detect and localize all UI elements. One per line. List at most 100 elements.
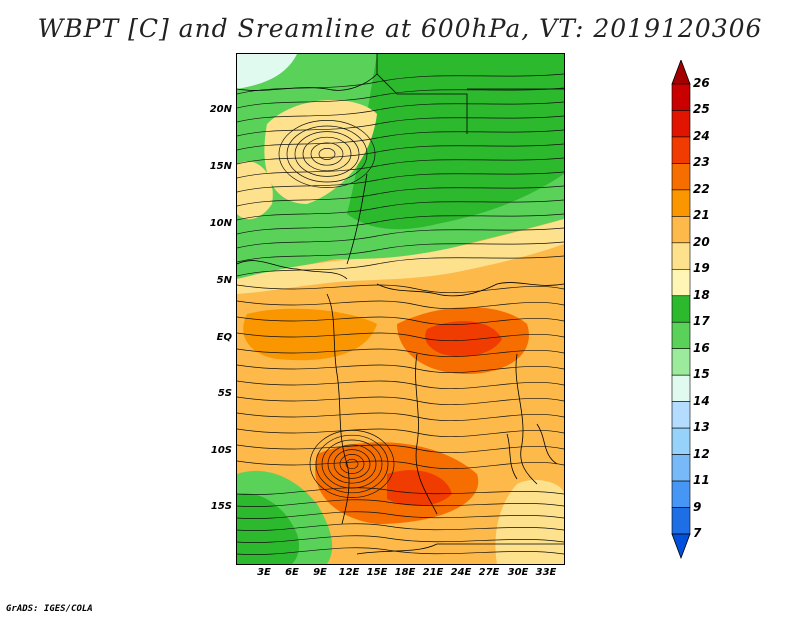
field-transition-band [237,219,564,294]
streamline-north [237,73,564,95]
streamline-north [237,101,564,123]
streamline-swirl-north [310,142,344,166]
lon-label-12e: 12E [338,567,360,578]
streamline-mid [237,348,564,358]
colorbar [671,60,691,560]
colorbar-label: 14 [693,393,710,408]
field-yellow-southeast [495,479,564,564]
colorbar-segment [671,321,691,350]
colorbar-label: 13 [693,420,710,435]
wbpt-field-map [237,54,564,564]
colorbar-label: 23 [693,155,710,170]
streamline-swirl-south [333,449,371,479]
map-title: WBPT [C] and Sreamline at 600hPa, VT: 20… [37,14,763,43]
colorbar-segment [671,163,691,191]
colorbar-segment [671,189,691,217]
streamline-swirl-south [321,439,383,489]
boundary-lines [237,54,564,555]
streamline-north [237,87,564,109]
field-green-southwest-core [237,493,300,564]
colorbar-label: 21 [693,208,710,223]
streamline-mid [237,316,564,326]
streamline-mid [237,380,564,390]
field-orange-west [243,308,377,361]
streamline-south [237,499,564,507]
lon-label-33e: 33E [535,567,557,578]
colorbar-label: 16 [693,340,710,355]
streamline-swirl-north [318,148,336,160]
streamline-north [237,227,564,249]
lat-label-5s: 5S [217,388,232,399]
colorbar-segment [671,83,691,111]
field-core-south-peak [387,470,452,506]
lon-label-27e: 27E [478,567,500,578]
streamline-north [237,143,564,165]
lon-label-18e: 18E [394,567,416,578]
lon-label-9e: 9E [313,567,327,578]
colorbar-label: 15 [693,367,710,382]
colorbar-label: 12 [693,446,710,461]
field-yellow-cell [264,100,377,204]
lon-label-3e: 3E [257,567,271,578]
colorbar-segment [671,348,691,376]
field-core-east-peak [425,321,502,357]
lat-label-15n: 15N [209,161,232,172]
streamline-swirl-south [315,434,389,494]
streamline-swirl-south [339,454,365,474]
streamline-south [237,547,564,555]
streamline-south [237,535,564,543]
streamline-north [237,171,564,193]
streamline-swirl-south [345,458,359,470]
streamline-mid [237,332,564,342]
streamline-north [237,255,564,277]
field-green-dark-north [347,54,564,230]
lat-label-15s: 15S [210,501,232,512]
lat-label-eq: EQ [216,332,232,343]
colorbar-segment [671,268,691,297]
streamline-swirl-north [294,131,360,177]
colorbar-segment [671,374,691,402]
lon-label-30e: 30E [507,567,529,578]
streamline-swirl-north [278,120,376,188]
lat-label-5n: 5N [216,275,232,286]
colorbar-bottom-arrow [671,533,691,560]
colorbar-label: 7 [693,526,702,540]
streamline-north [237,199,564,221]
colorbar-label: 17 [693,314,710,329]
map-panel [236,53,565,565]
lat-label-20n: 20N [209,104,232,115]
colorbar-label: 20 [693,234,710,249]
colorbar-segment [671,401,691,429]
streamline-south [237,511,564,519]
lat-label-10s: 10S [210,445,232,456]
streamline-north [237,213,564,235]
colorbar-segment [671,480,691,508]
streamline-mid [237,412,564,422]
streamline-mid [237,444,564,454]
lon-label-24e: 24E [450,567,472,578]
colorbar-segment [671,454,691,482]
streamline-mid [237,460,564,470]
colorbar-segment [671,136,691,164]
colorbar-label: 11 [693,473,710,488]
streamline-swirl-south [309,430,395,498]
grads-credit: GrADS: IGES/COLA [6,604,93,614]
streamline-north [237,157,564,179]
streamline-swirl-north [302,136,352,172]
streamline-mid [237,428,564,438]
streamline-mid [237,284,564,294]
streamline-north [237,241,564,263]
colorbar-label: 24 [693,128,710,143]
streamline-mid [237,364,564,374]
streamline-north [237,185,564,207]
colorbar-label: 22 [693,181,710,196]
streamlines [237,73,564,555]
colorbar-label: 18 [693,287,710,302]
colorbar-segment [671,507,691,535]
colorbar-label: 25 [693,102,710,117]
colorbar-segment [671,295,691,323]
colorbar-segment [671,427,691,455]
lon-label-21e: 21E [422,567,444,578]
streamline-swirl-north [286,125,368,183]
streamline-north [237,115,564,137]
